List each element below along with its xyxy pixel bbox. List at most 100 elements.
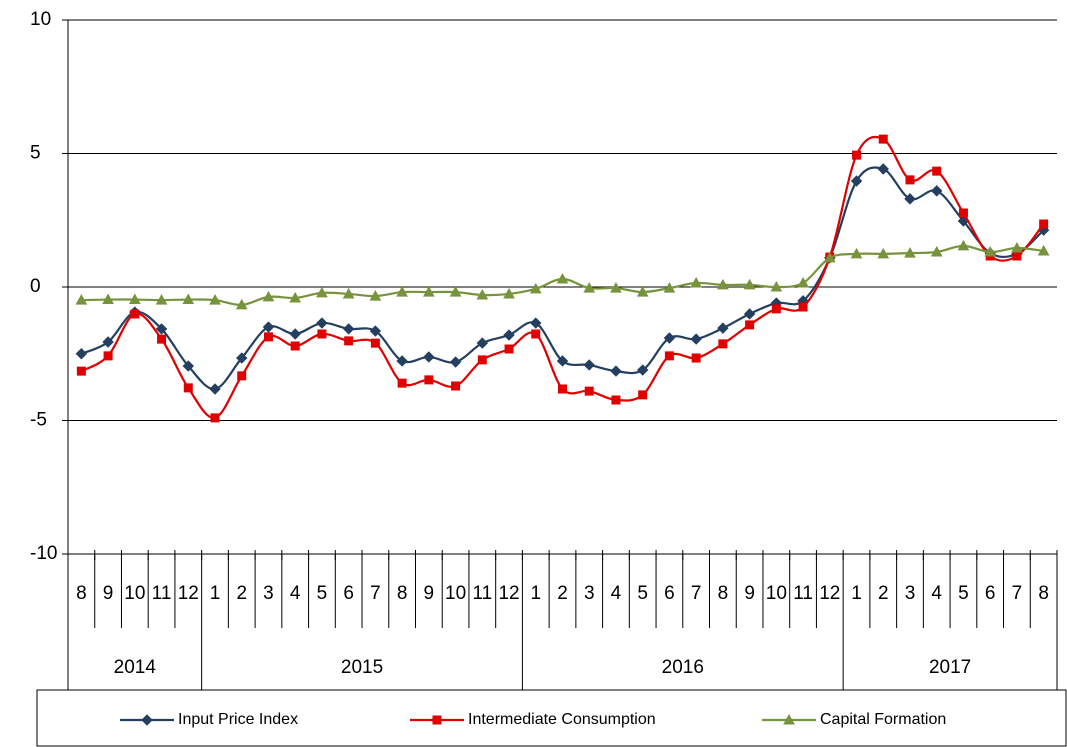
x-tick-label: 8: [718, 583, 729, 604]
y-tick-label: -10: [30, 543, 57, 564]
data-point: [957, 239, 970, 251]
x-group-label: 2014: [114, 657, 157, 678]
data-point: [424, 375, 434, 385]
y-tick-label: -5: [30, 410, 47, 431]
data-point: [798, 302, 808, 312]
data-point: [743, 308, 756, 320]
x-tick-label: 2: [236, 583, 247, 604]
x-tick-label: 9: [744, 583, 755, 604]
data-point: [130, 309, 140, 319]
data-point: [344, 336, 354, 346]
data-point: [182, 293, 195, 305]
data-point: [932, 166, 942, 176]
data-point: [690, 276, 702, 288]
data-point: [743, 278, 756, 290]
data-point: [476, 288, 489, 300]
data-point: [717, 322, 729, 334]
data-point: [904, 247, 916, 258]
x-tick-label: 7: [370, 583, 381, 604]
x-tick-label: 10: [766, 583, 787, 604]
data-point: [317, 329, 327, 339]
data-point: [583, 282, 596, 293]
x-tick-label: 5: [637, 583, 648, 604]
data-point: [663, 282, 676, 293]
data-point: [370, 338, 380, 348]
data-point: [1012, 251, 1022, 261]
data-point: [397, 378, 407, 388]
x-tick-label: 2: [557, 583, 568, 604]
legend-marker: [432, 715, 442, 725]
data-point: [342, 287, 355, 299]
data-point: [423, 351, 435, 363]
data-point: [530, 317, 542, 329]
x-group-label: 2017: [929, 657, 971, 678]
data-point: [369, 290, 382, 301]
data-point: [209, 294, 221, 305]
x-tick-label: 6: [664, 583, 675, 604]
x-tick-label: 11: [472, 583, 492, 604]
x-tick-label: 12: [178, 583, 199, 604]
data-point: [316, 317, 328, 329]
data-point: [850, 175, 863, 187]
x-tick-label: 6: [343, 583, 354, 604]
data-point: [850, 247, 863, 259]
data-point: [342, 323, 355, 335]
data-point: [182, 360, 194, 372]
x-tick-label: 10: [445, 583, 466, 604]
data-point: [877, 163, 889, 175]
x-group-label: 2016: [662, 657, 704, 678]
data-point: [690, 333, 702, 345]
x-tick-label: 1: [851, 583, 862, 604]
x-group-label: 2015: [341, 657, 383, 678]
data-point: [476, 337, 489, 349]
x-tick-label: 7: [691, 583, 702, 604]
x-tick-label: 5: [317, 583, 328, 604]
data-point: [904, 193, 916, 205]
data-point: [503, 287, 515, 299]
data-point: [155, 323, 168, 335]
legend-label: Capital Formation: [820, 711, 946, 728]
data-point: [423, 286, 435, 297]
data-point: [905, 175, 915, 185]
x-tick-label: 3: [263, 583, 274, 604]
x-tick-label: 3: [584, 583, 595, 604]
data-point: [236, 352, 248, 364]
data-point: [503, 329, 515, 341]
x-tick-label: 4: [931, 583, 942, 604]
data-point: [157, 334, 167, 344]
x-tick-label: 9: [103, 583, 114, 604]
data-point: [745, 320, 755, 330]
data-point: [128, 293, 141, 305]
data-point: [102, 293, 114, 305]
x-tick-label: 5: [958, 583, 969, 604]
data-point: [235, 298, 248, 310]
data-point: [75, 294, 88, 305]
x-tick-label: 12: [819, 583, 840, 604]
data-point: [958, 208, 968, 218]
data-point: [610, 365, 622, 377]
data-point: [878, 134, 888, 144]
data-point: [610, 282, 622, 293]
data-point: [316, 286, 328, 298]
data-point: [396, 286, 408, 297]
data-point: [209, 383, 221, 395]
data-point: [717, 278, 729, 290]
data-point: [289, 291, 302, 303]
x-tick-label: 3: [905, 583, 916, 604]
data-point: [556, 355, 569, 367]
data-point: [290, 341, 300, 351]
data-point: [823, 251, 836, 263]
data-point: [852, 150, 862, 160]
data-point: [984, 245, 997, 257]
x-tick-label: 4: [611, 583, 622, 604]
data-point: [638, 390, 648, 400]
data-point: [262, 321, 275, 333]
x-tick-label: 11: [152, 583, 172, 604]
data-point: [369, 325, 382, 337]
data-point: [504, 344, 514, 354]
data-point: [584, 386, 594, 396]
y-tick-label: 0: [30, 276, 41, 297]
data-point: [583, 359, 595, 371]
data-point: [930, 245, 943, 257]
data-point: [449, 356, 462, 368]
